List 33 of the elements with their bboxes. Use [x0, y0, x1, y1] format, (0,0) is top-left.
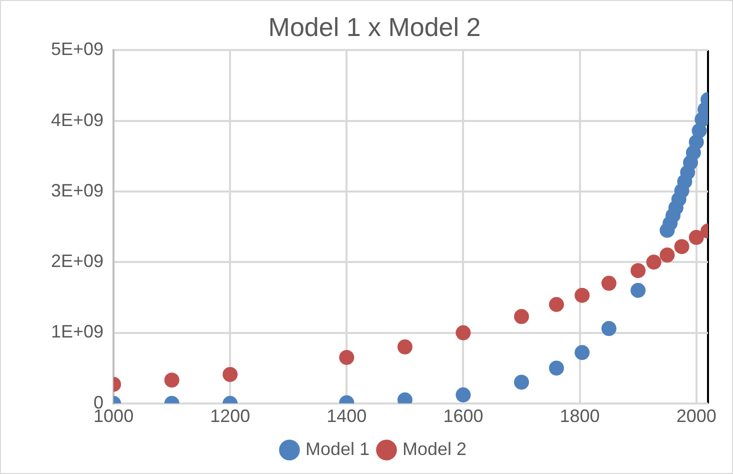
y-tick-label: 2E+09 [50, 251, 104, 272]
point [601, 321, 616, 336]
legend-label: Model 1 [305, 438, 370, 459]
point [601, 276, 616, 291]
legend-label: Model 2 [402, 438, 467, 459]
point [222, 366, 238, 382]
point [574, 288, 590, 303]
x-tick-label: 1800 [560, 406, 600, 426]
point [630, 282, 646, 298]
point [630, 263, 646, 278]
point [339, 350, 354, 365]
point [514, 374, 530, 390]
point [397, 339, 412, 354]
point [514, 309, 530, 324]
y-tick-label: 1E+09 [50, 322, 104, 342]
point [548, 297, 564, 312]
point [164, 372, 180, 388]
x-tick-label: 1600 [443, 406, 484, 426]
x-tick-label: 1400 [326, 406, 367, 426]
x-tick-label: 2000 [676, 406, 716, 426]
point [660, 248, 675, 263]
point [574, 345, 590, 360]
y-tick-label: 5E+09 [50, 39, 104, 60]
point [456, 325, 471, 340]
x-tick-label: 1200 [210, 406, 250, 426]
y-tick-label: 4E+09 [50, 110, 104, 130]
point [674, 239, 690, 254]
point [456, 387, 471, 402]
point [646, 254, 662, 270]
point [548, 360, 564, 376]
point [688, 230, 704, 245]
chart-title: Model 1 x Model 2 [268, 12, 481, 42]
y-tick-label: 3E+09 [50, 180, 104, 200]
